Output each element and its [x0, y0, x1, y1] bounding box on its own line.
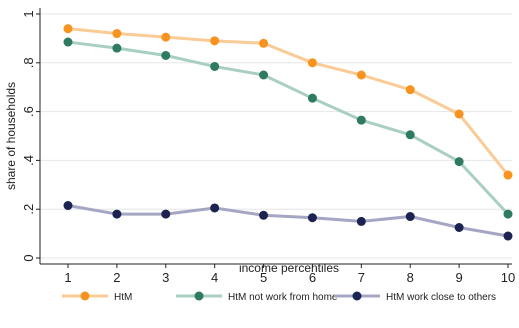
x-tick-label: 7 — [358, 270, 365, 285]
grid-lines — [40, 13, 512, 259]
data-point — [503, 170, 513, 180]
data-point — [63, 37, 73, 47]
axes — [36, 8, 512, 268]
data-point — [405, 85, 415, 95]
data-point — [307, 58, 317, 68]
legend-swatch-marker — [352, 291, 362, 301]
legend-swatch-marker — [80, 291, 90, 301]
legend-label: HtM work close to others — [386, 292, 496, 303]
legend-swatch-marker — [194, 291, 204, 301]
legend-label: HtM not work from home — [228, 292, 338, 303]
data-point — [259, 38, 269, 48]
data-point — [307, 93, 317, 103]
x-tick-label: 5 — [260, 270, 267, 285]
series-line-3 — [67, 204, 509, 238]
data-point — [356, 70, 366, 80]
x-tick-label: 3 — [162, 270, 169, 285]
data-point — [210, 36, 220, 46]
y-tick-label: .8 — [21, 57, 36, 68]
data-point — [161, 209, 171, 219]
data-point — [161, 32, 171, 42]
series-group — [63, 24, 513, 241]
data-point — [503, 231, 513, 241]
data-point — [503, 209, 513, 219]
data-point — [356, 216, 366, 226]
x-tick-label: 6 — [309, 270, 316, 285]
x-tick-label: 9 — [455, 270, 462, 285]
x-tick-label: 4 — [211, 270, 218, 285]
y-axis-label: share of households — [4, 82, 18, 190]
tick-labels: 0 .2 .4 .6 .8 1 1 2 3 4 5 6 7 8 9 10 — [21, 10, 515, 285]
data-point — [307, 213, 317, 223]
data-point — [63, 24, 73, 34]
data-point — [454, 157, 464, 167]
y-tick-label: 0 — [21, 254, 36, 261]
y-tick-label: .2 — [21, 204, 36, 215]
data-point — [112, 29, 122, 39]
data-point — [210, 61, 220, 71]
data-point — [405, 130, 415, 140]
data-point — [259, 210, 269, 220]
data-point — [454, 109, 464, 119]
data-point — [454, 223, 464, 232]
legend-label: HtM — [114, 292, 132, 303]
data-point — [161, 50, 171, 60]
data-point — [210, 203, 220, 213]
series-line-2 — [67, 40, 510, 216]
legend: HtM HtM not work from home HtM work close … — [62, 291, 496, 303]
x-axis-label: income percentiles — [239, 261, 339, 275]
data-point — [405, 212, 415, 222]
x-tick-label: 8 — [407, 270, 414, 285]
x-tick-label: 2 — [113, 270, 120, 285]
data-point — [356, 115, 366, 125]
y-tick-label: 1 — [21, 10, 36, 17]
data-point — [259, 70, 269, 80]
data-point — [112, 43, 122, 53]
x-tick-label: 1 — [64, 270, 71, 285]
y-tick-label: .6 — [21, 106, 36, 117]
x-tick-label: 10 — [501, 270, 515, 285]
data-point — [63, 201, 73, 211]
series-line-1 — [67, 27, 510, 176]
data-point — [112, 209, 122, 219]
y-tick-label: .4 — [21, 155, 36, 166]
